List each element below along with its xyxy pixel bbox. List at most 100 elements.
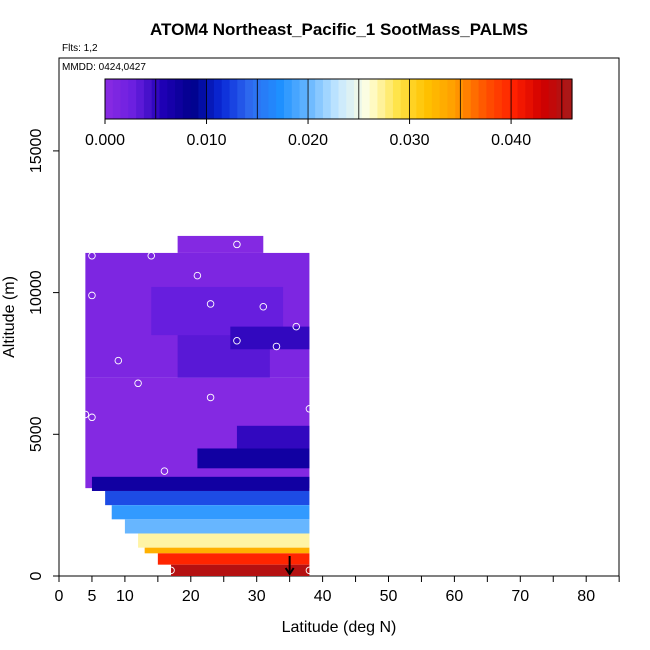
x-axis-label: Latitude (deg N) — [282, 619, 397, 636]
colorbar-segment — [540, 79, 550, 119]
colorbar-segment — [206, 79, 215, 119]
colorbar-segment — [190, 79, 199, 119]
colorbar-segment — [159, 79, 168, 119]
colorbar-tick-label: 0.020 — [288, 132, 328, 149]
colorbar-segment — [400, 79, 410, 119]
sample-point — [167, 566, 175, 575]
x-tick-label: 10 — [116, 588, 134, 605]
colorbar-tick-label: 0.030 — [390, 132, 430, 149]
chart-title: ATOM4 Northeast_Pacific_1 SootMass_PALMS — [150, 20, 528, 39]
x-tick-label: 40 — [314, 588, 332, 605]
colorbar-segment — [392, 79, 402, 119]
dates-label: MMDD: 0424,0427 — [62, 62, 146, 73]
colorbar-segment — [501, 79, 511, 119]
x-tick-label: 50 — [380, 588, 398, 605]
sample-point — [259, 303, 268, 311]
colorbar-segment — [128, 79, 137, 119]
y-tick-label: 15000 — [28, 129, 45, 174]
colorbar: 0.000 0.010 0.020 0.030 0.040 — [85, 78, 573, 149]
y-axis-label: Altitude (m) — [1, 276, 18, 358]
colorbar-segment — [369, 79, 379, 119]
colorbar-segment — [463, 79, 472, 119]
colorbar-segment — [494, 79, 503, 119]
colorbar-segment — [268, 79, 277, 119]
colorbar-segment — [120, 79, 129, 119]
colorbar-segment — [431, 79, 441, 119]
heatmap-cell — [138, 533, 310, 548]
sample-point — [233, 337, 241, 345]
heatmap-cell — [144, 547, 310, 554]
colorbar-segment — [291, 79, 301, 119]
sample-point — [134, 379, 142, 388]
sample-point — [81, 410, 90, 419]
sample-point — [233, 240, 241, 249]
colorbar-segment — [361, 79, 371, 119]
colorbar-segment — [315, 79, 324, 119]
sample-point — [292, 322, 300, 331]
colorbar-segment — [470, 79, 480, 119]
colorbar-segment — [198, 79, 207, 119]
colorbar-segment — [112, 79, 122, 119]
x-tick-label: 80 — [577, 588, 595, 605]
y-tick-label: 10000 — [28, 270, 45, 315]
colorbar-segment — [377, 79, 386, 119]
x-tick-label: 5 — [87, 588, 96, 605]
colorbar-segment — [167, 79, 176, 119]
heatmap-cell — [111, 505, 310, 520]
colorbar-segment — [424, 79, 433, 119]
colorbar-segment — [517, 79, 526, 119]
colorbar-segment — [229, 79, 238, 119]
heatmap-cell — [230, 326, 310, 350]
sample-point — [88, 252, 96, 260]
colorbar-segment — [533, 79, 542, 119]
heatmap-layer — [85, 235, 310, 576]
y-tick-label: 5000 — [28, 416, 45, 452]
sample-point — [75, 481, 83, 490]
colorbar-segment — [408, 79, 417, 119]
x-tick-label: 0 — [55, 588, 64, 605]
colorbar-segment — [564, 79, 573, 119]
colorbar-segment — [338, 79, 347, 119]
sample-point — [114, 356, 123, 365]
colorbar-segment — [439, 79, 449, 119]
colorbar-segment — [245, 79, 254, 119]
colorbar-tick-label: 0.000 — [85, 132, 125, 149]
colorbar-segment — [276, 79, 285, 119]
colorbar-segment — [213, 79, 223, 119]
colorbar-segment — [175, 79, 184, 119]
sample-point — [147, 252, 156, 260]
arrow-marker-head — [284, 567, 295, 576]
colorbar-segment — [548, 79, 558, 119]
colorbar-segment — [330, 79, 340, 119]
heatmap-cell — [197, 448, 310, 469]
colorbar-segment — [260, 79, 270, 119]
plot-frame — [58, 57, 620, 577]
colorbar-segment — [307, 79, 316, 119]
colorbar-segment — [385, 79, 394, 119]
x-tick-label: 30 — [248, 588, 266, 605]
colorbar-segment — [136, 79, 145, 119]
heatmap-cell — [91, 476, 310, 491]
colorbar-segment — [322, 79, 332, 119]
colorbar-segment — [237, 79, 246, 119]
sample-point — [305, 566, 314, 575]
colorbar-segment — [143, 79, 153, 119]
colorbar-tick-label: 0.010 — [186, 132, 226, 149]
heatmap-cell — [124, 519, 310, 534]
colorbar-segment — [284, 79, 293, 119]
heatmap-cell — [236, 425, 310, 449]
colorbar-segment — [478, 79, 487, 119]
y-tick-label: 0 — [28, 571, 45, 580]
x-tick-label: 70 — [511, 588, 529, 605]
colorbar-segment — [182, 79, 192, 119]
sample-point — [88, 413, 96, 422]
colorbar-segment — [525, 79, 534, 119]
sample-point — [305, 405, 314, 413]
colorbar-segment — [447, 79, 456, 119]
heatmap-cell — [177, 235, 264, 253]
sample-point — [160, 467, 169, 475]
sample-point — [193, 271, 202, 280]
colorbar-frame — [104, 78, 573, 120]
sample-points-layer — [75, 240, 314, 576]
